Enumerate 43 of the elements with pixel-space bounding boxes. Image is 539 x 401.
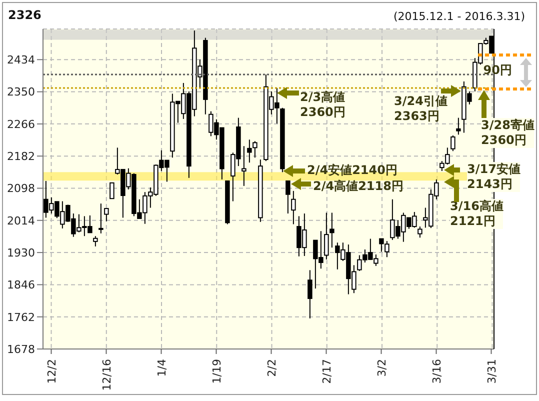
candlestick bbox=[324, 212, 329, 260]
annotation: 2/4安値2140円 bbox=[307, 163, 398, 178]
y-tick-label: 1678 bbox=[7, 342, 35, 356]
y-tick-label: 2098 bbox=[7, 182, 35, 196]
annotation: 3/24引値 2363円 bbox=[394, 94, 448, 124]
y-tick-label: 1762 bbox=[7, 310, 35, 324]
x-tick-label: 12/16 bbox=[100, 359, 114, 391]
y-tick-label: 2350 bbox=[7, 86, 35, 99]
annotation: 2/4高値2118円 bbox=[313, 179, 404, 194]
y-tick-label: 1930 bbox=[7, 246, 35, 260]
x-tick-label: 1/19 bbox=[210, 359, 224, 384]
candlestick bbox=[110, 182, 114, 200]
x-tick-label: 3/31 bbox=[485, 359, 498, 384]
candlestick bbox=[418, 226, 422, 238]
x-tick-label: 2/17 bbox=[320, 359, 334, 384]
candlestick bbox=[291, 190, 296, 225]
x-tick-label: 3/16 bbox=[430, 359, 444, 384]
y-tick-label: 2266 bbox=[7, 118, 35, 131]
candlestick bbox=[450, 134, 456, 152]
chart-title: 2326 bbox=[8, 8, 42, 22]
y-tick-label: 2014 bbox=[7, 214, 35, 228]
x-tick-label: 12/2 bbox=[45, 359, 58, 384]
candlestick bbox=[330, 212, 334, 248]
y-tick-label: 1846 bbox=[7, 278, 35, 292]
y-tick-label: 2182 bbox=[7, 150, 35, 163]
candlestick bbox=[104, 208, 109, 222]
x-tick-label: 2/2 bbox=[265, 359, 278, 377]
candlestick bbox=[247, 139, 252, 164]
candlestick bbox=[98, 203, 104, 234]
annotation: 2/3高値 2360円 bbox=[300, 90, 346, 120]
y-tick-label: 2434 bbox=[7, 54, 35, 67]
annotation: 3/16高値 2121円 bbox=[450, 199, 504, 229]
x-tick-label: 1/4 bbox=[155, 359, 168, 377]
candlestick bbox=[308, 270, 312, 319]
x-tick-label: 3/2 bbox=[375, 359, 388, 377]
candlestick bbox=[252, 140, 258, 158]
candlestick bbox=[93, 236, 98, 247]
candlestick bbox=[286, 180, 290, 214]
annotation: 3/28寄値 2360円 bbox=[481, 118, 534, 148]
annotation: 3/17安値 2143円 bbox=[467, 162, 520, 192]
chart-subtitle: (2015.12.1 - 2016.3.31) bbox=[393, 10, 525, 23]
candlestick bbox=[456, 117, 461, 136]
candlestick bbox=[242, 146, 246, 186]
